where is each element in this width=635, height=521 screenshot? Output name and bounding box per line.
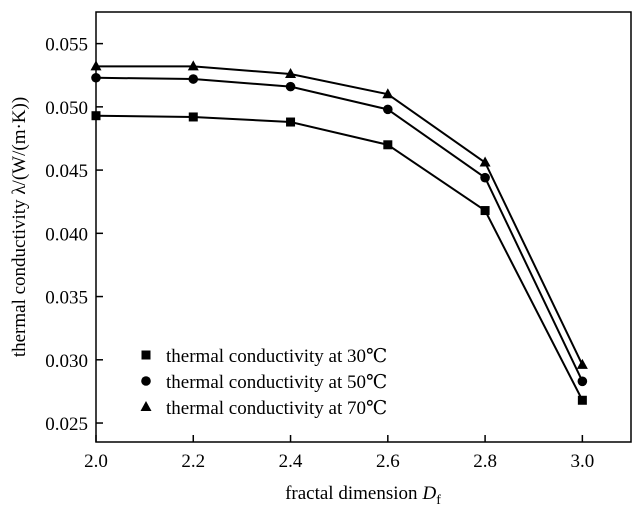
data-point-circle xyxy=(383,104,393,115)
data-point-triangle xyxy=(285,67,297,78)
data-point-triangle xyxy=(479,156,491,167)
x-tick-label: 3.0 xyxy=(570,451,594,472)
data-point-square xyxy=(286,117,296,127)
legend-marker-circle xyxy=(141,376,151,386)
legend: thermal conductivity at 30℃ thermal condu… xyxy=(140,346,387,419)
y-tick-label: 0.055 xyxy=(45,35,88,56)
x-tick-label: 2.4 xyxy=(279,451,303,472)
x-tick-label: 2.0 xyxy=(84,451,108,472)
y-tick-label: 0.025 xyxy=(45,414,88,435)
data-point-circle xyxy=(188,74,199,84)
x-axis-subscript: f xyxy=(436,493,441,508)
data-point-circle xyxy=(91,72,101,83)
series-line xyxy=(96,65,584,366)
series-circle xyxy=(91,72,588,387)
series-line xyxy=(95,76,584,382)
data-point-triangle xyxy=(187,60,199,71)
x-axis-symbol: D xyxy=(422,483,437,504)
series-layer xyxy=(90,60,588,405)
data-point-circle xyxy=(577,376,588,387)
legend-marker-square xyxy=(141,350,151,360)
x-axis-title-text: fractal dimension xyxy=(285,483,418,504)
legend-label: thermal conductivity at 50℃ xyxy=(166,372,387,393)
x-tick-label: 2.8 xyxy=(473,451,497,472)
y-tick-label: 0.050 xyxy=(45,98,88,119)
legend-marker-triangle xyxy=(140,401,152,411)
y-tick-label: 0.040 xyxy=(45,224,88,245)
data-point-circle xyxy=(285,81,296,92)
x-tick-label: 2.6 xyxy=(376,451,400,472)
data-point-square xyxy=(91,111,101,121)
data-point-triangle xyxy=(90,60,102,71)
series-line xyxy=(95,114,584,401)
series-square xyxy=(91,111,587,405)
legend-label: thermal conductivity at 30℃ xyxy=(166,346,387,367)
y-axis-title: thermal conductivity λ/(W/(m·K)) xyxy=(9,97,30,357)
data-point-circle xyxy=(480,172,490,183)
x-tick-label: 2.2 xyxy=(181,451,205,472)
data-point-square xyxy=(480,206,490,216)
legend-label: thermal conductivity at 70℃ xyxy=(166,398,387,419)
data-point-square xyxy=(383,140,393,150)
y-tick-label: 0.030 xyxy=(45,351,88,372)
y-tick-label: 0.035 xyxy=(45,288,88,309)
y-tick-label: 0.045 xyxy=(45,161,88,182)
data-point-square xyxy=(188,112,198,122)
data-point-triangle xyxy=(382,88,394,99)
axis-ticks: 0.025 0.030 0.035 0.040 0.045 0.050 0.055 2.0 2.… xyxy=(45,35,594,472)
data-point-triangle xyxy=(576,358,588,369)
data-point-square xyxy=(577,395,587,405)
x-axis-title: fractal dimension Df xyxy=(285,483,441,508)
series-triangle xyxy=(90,60,588,369)
plot-frame xyxy=(95,11,632,443)
